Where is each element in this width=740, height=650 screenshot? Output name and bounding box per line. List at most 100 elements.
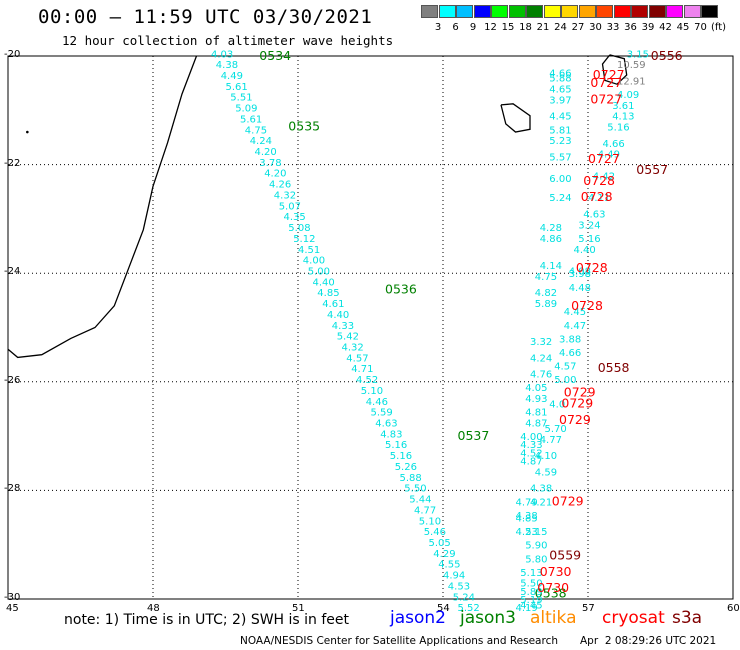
wave-height-label: 5.50 (404, 484, 426, 495)
wave-height-label: 4.03 (211, 49, 233, 60)
wave-height-label: 5.89 (520, 587, 542, 598)
lat-tick-label: -30 (4, 592, 21, 603)
wave-height-label: 5.13 (520, 568, 542, 579)
footer-note: note: 1) Time is in UTC; 2) SWH is in fe… (64, 612, 350, 628)
wave-height-label: 3.98 (569, 269, 591, 280)
wave-height-label: 4.21 (530, 497, 552, 508)
lon-tick-label: 48 (147, 603, 160, 614)
wave-height-label: 5.88 (549, 74, 571, 85)
wave-height-label: 5.70 (545, 424, 567, 435)
madagascar-coast (7, 55, 198, 359)
pass-time-label: 0559 (549, 548, 581, 563)
wave-height-label: 4.33 (520, 440, 542, 451)
wave-height-label: 3.78 (259, 158, 281, 169)
legend-swatch (596, 5, 613, 18)
legend-unit: (ft) (710, 22, 727, 33)
wave-height-label: 4.20 (264, 169, 286, 180)
wave-height-label: 5.00 (308, 267, 330, 278)
lon-tick-label: 57 (582, 603, 595, 614)
pass-time-label: 0557 (636, 162, 668, 177)
wave-height-label: 5.12 (293, 234, 315, 245)
wave-height-label: 5.61 (240, 114, 262, 125)
wave-height-label: 5.89 (535, 299, 557, 310)
pass-time-label: 0556 (651, 48, 683, 63)
wave-height-label: 4.13 (612, 112, 634, 123)
lon-tick-label: 60 (727, 603, 740, 614)
lon-tick-label: 51 (292, 603, 305, 614)
wave-height-label: 4.55 (438, 560, 460, 571)
legend-label: 27 (571, 22, 585, 33)
pass-time-label: 0727 (593, 67, 625, 82)
lat-tick-label: -20 (4, 49, 21, 60)
wave-height-label: 4.29 (433, 549, 455, 560)
wave-height-label: 5.57 (549, 153, 571, 164)
wave-height-label: 4.94 (443, 571, 465, 582)
wave-height-label: 4.19 (516, 603, 538, 614)
legend-label: 3 (434, 22, 442, 33)
wave-height-label: 5.52 (458, 603, 480, 614)
wave-height-label: 5.51 (230, 93, 252, 104)
wave-height-label: 5.05 (429, 538, 451, 549)
wave-height-label: 3.97 (549, 95, 571, 106)
lon-tick-label: 45 (6, 603, 19, 614)
pass-time-label: 0729 (559, 412, 591, 427)
wave-height-label: 5.16 (607, 123, 629, 134)
wave-height-label: 4.26 (269, 180, 291, 191)
pass-time-label: 0728 (571, 298, 603, 313)
wave-height-label: 4.10 (535, 451, 557, 462)
wave-height-label: 4.85 (317, 288, 339, 299)
wave-height-label: 4.45 (549, 112, 571, 123)
legend-label: 15 (501, 22, 515, 33)
wave-height-label: 4.38 (516, 511, 538, 522)
wave-height-label: 4.63 (375, 419, 397, 430)
wave-height-label: 5.00 (554, 375, 576, 386)
pass-time-label: 0728 (576, 260, 608, 275)
wave-height-label: 5.88 (400, 473, 422, 484)
wave-height-label: 4.66 (559, 348, 581, 359)
wave-height-label: 4.11 (588, 193, 610, 204)
legend-swatch (613, 5, 631, 18)
pass-time-label: 0537 (458, 428, 490, 443)
legend-swatch (543, 5, 561, 18)
timestamp: Apr 2 08:29:26 UTC 2021 (580, 635, 717, 647)
legend-swatch (473, 5, 491, 18)
wave-height-label: 4.00 (303, 256, 325, 267)
wave-height-label: 4.76 (530, 370, 552, 381)
legend-label: 12 (484, 22, 497, 33)
wave-height-label: 5.24 (453, 592, 475, 603)
wave-height-label: 4.86 (540, 234, 562, 245)
wave-height-label: 4.24 (530, 353, 552, 364)
legend-swatch (526, 5, 543, 18)
wave-height-label: 5.46 (424, 527, 446, 538)
pass-time-label: 0730 (540, 564, 572, 579)
wave-height-label: 4.79 (516, 497, 538, 508)
lat-tick-label: -26 (4, 374, 21, 386)
wave-height-label: 3.88 (559, 334, 581, 345)
wave-height-label: 3.32 (530, 337, 552, 348)
wave-height-label: 4.33 (332, 321, 354, 332)
legend-swatch (631, 5, 648, 18)
wave-height-label: 4.75 (535, 272, 557, 283)
legend-swatch (456, 5, 473, 18)
wave-height-label: 4.42 (593, 172, 615, 183)
wave-height-label: 4.32 (342, 343, 364, 354)
legend-swatch (508, 5, 526, 18)
pass-time-label: 0538 (535, 586, 567, 601)
wave-height-label: 4.53 (448, 581, 470, 592)
wave-height-label: 5.16 (578, 234, 600, 245)
lat-tick-label: -22 (4, 157, 21, 169)
track-labels: 4.034.384.495.615.515.095.614.754.244.20… (211, 48, 683, 614)
wave-height-label: 4.24 (250, 136, 272, 147)
wave-height-label: 5.81 (549, 125, 571, 136)
wave-height-label: 4.57 (554, 362, 576, 373)
legend-label: 36 (624, 22, 637, 33)
legend-swatch (666, 5, 683, 18)
wave-height-label: 4.61 (322, 299, 344, 310)
pass-time-label: 0536 (385, 282, 417, 297)
wave-height-label: 4.57 (346, 353, 368, 364)
legend-swatch (683, 5, 701, 18)
wave-height-label: 4.82 (535, 288, 557, 299)
legend-swatch (578, 5, 596, 18)
wave-height-label: 5.61 (226, 82, 248, 93)
wave-height-label: 4.49 (598, 150, 620, 161)
